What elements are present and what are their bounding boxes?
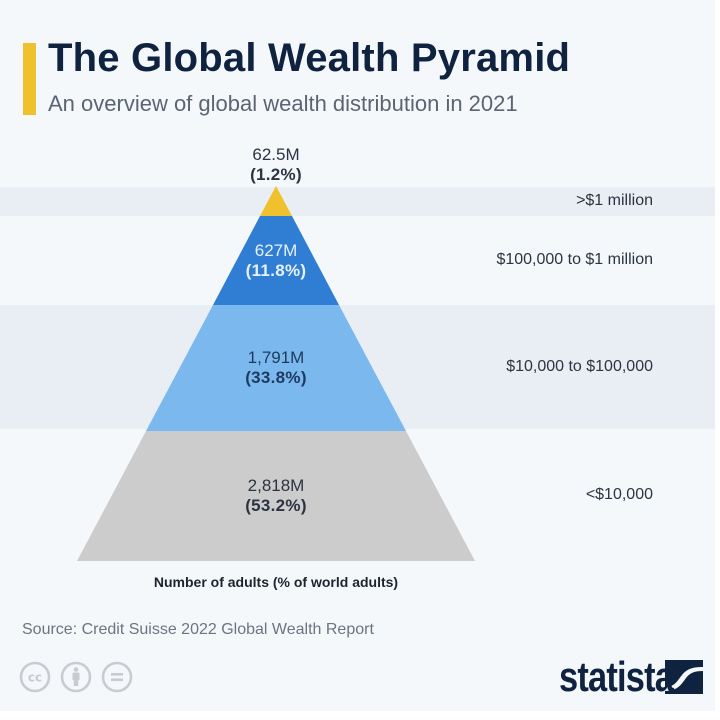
row-band-top <box>0 187 715 216</box>
segment-10k-100k <box>146 305 406 431</box>
segment-label-100k-1m: 627M (11.8%) <box>176 241 376 281</box>
segment-over-1m <box>260 186 292 216</box>
segment-percent: (11.8%) <box>245 261 307 280</box>
chart-subtitle: An overview of global wealth distributio… <box>48 91 518 116</box>
segment-value: 1,791M <box>247 348 305 367</box>
segment-percent: (53.2%) <box>245 496 307 515</box>
tier-label-under-10k: <$10,000 <box>585 486 653 503</box>
svg-text:cc: cc <box>28 671 42 685</box>
segment-label-over-1m: 62.5M (1.2%) <box>176 145 376 185</box>
cc-icon[interactable]: cc <box>19 661 51 693</box>
tier-label-10k-100k: $10,000 to $100,000 <box>506 358 653 375</box>
tier-label-over-1m: >$1 million <box>576 192 653 209</box>
segment-percent: (1.2%) <box>250 165 302 184</box>
segment-label-10k-100k: 1,791M (33.8%) <box>176 348 376 388</box>
title-accent-bar <box>23 43 36 115</box>
segment-under-10k <box>77 431 475 561</box>
segment-value: 627M <box>254 241 298 260</box>
axis-caption: Number of adults (% of world adults) <box>153 574 399 590</box>
source-note: Source: Credit Suisse 2022 Global Wealth… <box>22 621 374 638</box>
segment-value: 2,818M <box>247 476 305 495</box>
no-derivatives-icon[interactable] <box>101 661 133 693</box>
brand-wordmark: statista <box>558 653 674 700</box>
tier-label-100k-1m: $100,000 to $1 million <box>496 251 653 268</box>
chart-title: The Global Wealth Pyramid <box>48 36 571 80</box>
segment-100k-1m <box>213 216 339 305</box>
statista-logo[interactable]: statista <box>534 656 703 698</box>
license-icons: cc <box>19 661 133 693</box>
attribution-icon[interactable] <box>60 661 92 693</box>
segment-label-under-10k: 2,818M (53.2%) <box>176 476 376 516</box>
segment-value: 62.5M <box>252 145 300 164</box>
segment-percent: (33.8%) <box>245 368 307 387</box>
statista-logo-icon <box>665 660 703 694</box>
